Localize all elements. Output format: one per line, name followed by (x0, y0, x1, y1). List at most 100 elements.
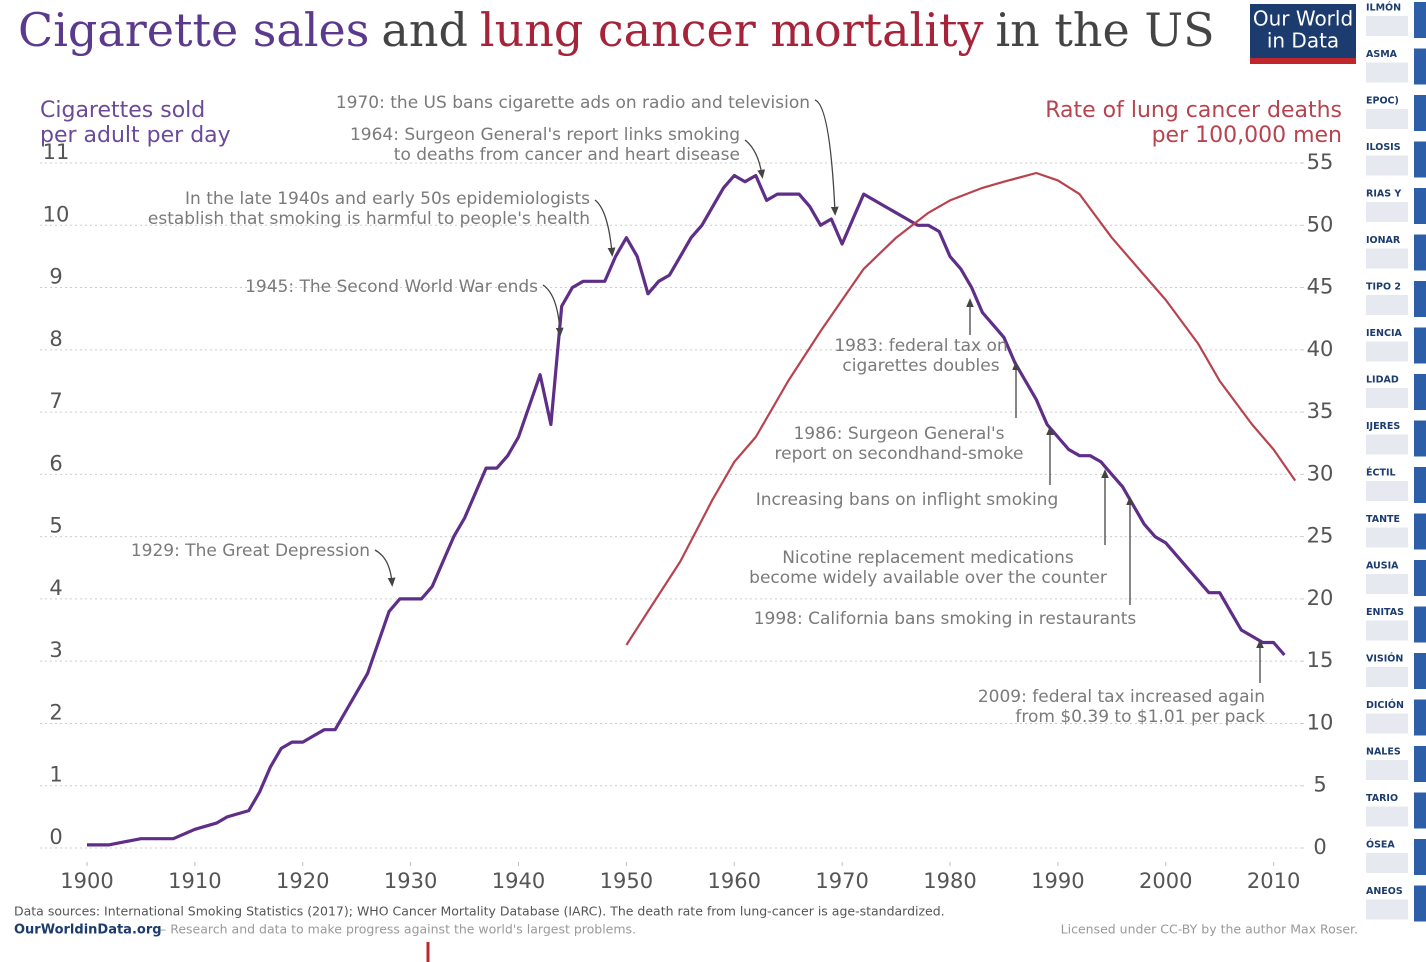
y-axis-title: Cigarettes sold (40, 98, 205, 123)
sidebar-text-block (1366, 295, 1408, 315)
sidebar-tab (1414, 188, 1426, 224)
tagline: – Research and data to make progress aga… (160, 922, 636, 937)
y-tick-label: 4 (49, 576, 62, 600)
y-tick-label: 10 (43, 202, 70, 226)
sidebar-tab (1414, 839, 1426, 875)
y2-tick-label: 15 (1307, 648, 1334, 672)
sidebar-tab (1414, 746, 1426, 782)
sidebar-label: TARIO (1366, 793, 1398, 804)
x-tick-label: 1950 (600, 869, 653, 893)
sidebar-text-block (1366, 621, 1408, 641)
sidebar-label: EPOC) (1366, 96, 1399, 107)
y2-tick-label: 0 (1313, 835, 1326, 859)
sidebar-label: NALES (1366, 747, 1401, 758)
sidebar-text-block (1366, 667, 1408, 687)
annotation: Increasing bans on inflight smoking (756, 490, 1059, 510)
sidebar-tab (1414, 328, 1426, 364)
sidebar-text-block (1366, 435, 1408, 455)
sidebar-tab (1414, 95, 1426, 131)
annotation: 1964: Surgeon General's report links smo… (350, 125, 740, 145)
x-tick-label: 1910 (168, 869, 221, 893)
y-tick-label: 3 (49, 638, 62, 662)
y2-tick-label: 50 (1307, 212, 1334, 236)
sidebar-label: ÓSEA (1366, 839, 1395, 851)
annotation: In the late 1940s and early 50s epidemio… (185, 189, 590, 209)
sidebar-label: ANEOS (1366, 886, 1403, 897)
sidebar-text-block (1366, 202, 1408, 222)
sidebar-text-block (1366, 900, 1408, 920)
y-tick-label: 1 (49, 763, 62, 787)
y2-tick-label: 45 (1307, 275, 1334, 299)
y2-tick-label: 5 (1313, 773, 1326, 797)
sidebar-tab (1414, 142, 1426, 178)
annotation: report on secondhand-smoke (775, 444, 1024, 464)
sidebar-label: TANTE (1366, 514, 1400, 525)
y-tick-label: 5 (49, 514, 62, 538)
sidebar-tab (1414, 49, 1426, 85)
x-tick-label: 1900 (60, 869, 113, 893)
sidebar-text-block (1366, 249, 1408, 269)
sidebar-label: ASMA (1366, 49, 1398, 60)
x-tick-label: 1930 (384, 869, 437, 893)
x-tick-label: 1980 (923, 869, 976, 893)
sidebar-label: ENITAS (1366, 607, 1404, 618)
sidebar-tab (1414, 793, 1426, 829)
y-tick-label: 11 (43, 140, 70, 164)
y-tick-label: 8 (49, 327, 62, 351)
sidebar-tab (1414, 421, 1426, 457)
sidebar-label: ÉCTIL (1366, 467, 1396, 479)
y2-axis-title: Rate of lung cancer deaths (1045, 98, 1342, 123)
sidebar-label: IENCIA (1366, 328, 1402, 339)
y-tick-label: 0 (49, 825, 62, 849)
sidebar-text-block (1366, 760, 1408, 780)
logo-stripe (1250, 58, 1356, 64)
sidebar-text-block (1366, 528, 1408, 548)
sidebar-tab (1414, 700, 1426, 736)
annotation: 1998: California bans smoking in restaur… (754, 609, 1137, 629)
y2-axis-title: per 100,000 men (1152, 123, 1342, 148)
logo-text: in Data (1267, 29, 1339, 53)
sidebar-label: IJERES (1366, 421, 1400, 432)
sources: Data sources: International Smoking Stat… (14, 904, 945, 919)
y-tick-label: 2 (49, 700, 62, 724)
x-tick-label: 1940 (492, 869, 545, 893)
sidebar-text-block (1366, 481, 1408, 501)
sidebar-text-block (1366, 574, 1408, 594)
annotation: 1983: federal tax on (834, 336, 1007, 356)
sidebar-label: TIPO 2 (1366, 282, 1401, 293)
x-tick-label: 1960 (708, 869, 761, 893)
title-part: in the US (995, 3, 1214, 57)
annotation: 2009: federal tax increased again (978, 687, 1265, 707)
sidebar-text-block (1366, 156, 1408, 176)
sidebar-label: ILMÓN (1366, 2, 1401, 14)
sidebar-label: AUSIA (1366, 561, 1399, 572)
annotation: 1945: The Second World War ends (245, 277, 538, 297)
sidebar-text-block (1366, 714, 1408, 734)
sidebar-text-block (1366, 16, 1408, 36)
y-tick-label: 6 (49, 451, 62, 475)
sidebar-tab (1414, 560, 1426, 596)
y2-tick-label: 25 (1307, 524, 1334, 548)
sidebar-text-block (1366, 63, 1408, 83)
title-part: Cigarette sales (18, 3, 369, 57)
sidebar-label: DICIÓN (1366, 699, 1404, 711)
x-tick-label: 2010 (1247, 869, 1300, 893)
sidebar-tab (1414, 467, 1426, 503)
title-part: lung cancer mortality (480, 3, 984, 57)
sidebar-tab (1414, 653, 1426, 689)
sidebar-tab (1414, 514, 1426, 550)
sidebar-tab (1414, 2, 1426, 38)
sidebar-tab (1414, 374, 1426, 410)
y-tick-label: 7 (49, 389, 62, 413)
sidebar-tab (1414, 235, 1426, 271)
y-tick-label: 9 (49, 265, 62, 289)
annotation: cigarettes doubles (842, 356, 999, 376)
x-tick-label: 1990 (1031, 869, 1084, 893)
y2-tick-label: 20 (1307, 586, 1334, 610)
site: OurWorldinData.org (14, 923, 162, 938)
sidebar-tab (1414, 607, 1426, 643)
annotation: 1986: Surgeon General's (793, 424, 1004, 444)
license: Licensed under CC-BY by the author Max R… (1061, 922, 1358, 937)
sidebar-tab (1414, 281, 1426, 317)
